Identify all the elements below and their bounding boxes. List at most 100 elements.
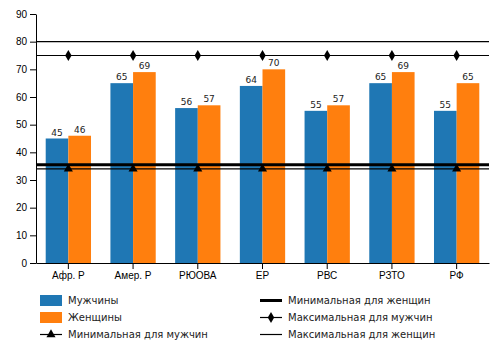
- y-tick-label: 20: [16, 202, 28, 213]
- bar: [175, 108, 198, 263]
- x-tick-mark: [391, 263, 392, 269]
- x-tick-label: РВС: [317, 270, 337, 281]
- x-tick-label: ЕР: [256, 270, 270, 281]
- chart: 0 10 20 30 40 50 60 70 80 90 Афр. Р Амер. Р РЮОВА ЕР Р…: [0, 0, 501, 350]
- data-label: 64: [245, 75, 257, 85]
- y-tick: 10: [16, 230, 36, 241]
- y-tick-mark: [30, 235, 36, 236]
- legend-swatch: [260, 299, 282, 302]
- y-tick-label: 90: [16, 9, 28, 20]
- x-tick-label: Амер. Р: [115, 270, 152, 281]
- legend-item: Минимальная для мужчин: [40, 329, 208, 340]
- x-tick-label: РФ: [450, 270, 465, 281]
- legend-marker: [268, 312, 274, 323]
- data-label: 69: [139, 61, 151, 71]
- data-labels: 45655664556555: [51, 72, 451, 137]
- legend-label: Максимальная для мужчин: [288, 312, 433, 323]
- reference-marker: [324, 50, 330, 61]
- y-tick-label: 40: [16, 147, 28, 158]
- reference-line-group: [36, 164, 489, 165]
- bar: [457, 83, 480, 263]
- bar: [110, 83, 133, 263]
- y-axis-line: [36, 15, 37, 264]
- y-tick-label: 30: [16, 175, 28, 186]
- legend-label: Максимальная для женщин: [288, 329, 435, 340]
- y-axis: 0 10 20 30 40 50 60 70 80 90: [16, 9, 37, 269]
- y-tick: 0: [21, 258, 36, 269]
- legend: Мужчины Женщины Минимальная для мужчин Мини…: [40, 295, 435, 340]
- y-tick: 80: [16, 36, 36, 47]
- data-label: 57: [333, 94, 344, 104]
- y-tick: 90: [16, 9, 36, 20]
- y-tick-label: 70: [16, 64, 28, 75]
- y-tick-mark: [30, 97, 36, 98]
- y-tick-mark: [30, 14, 36, 15]
- y-tick-label: 50: [16, 119, 28, 130]
- data-label: 56: [181, 97, 193, 107]
- x-tick-mark: [68, 263, 69, 269]
- data-label: 65: [116, 72, 127, 82]
- bar: [198, 105, 221, 263]
- reference-marker: [195, 50, 201, 61]
- bar: [392, 72, 415, 263]
- x-tick-label: Афр. Р: [52, 270, 85, 281]
- legend-swatch: [260, 334, 282, 335]
- reference-line: [36, 41, 489, 42]
- data-label: 45: [51, 128, 62, 138]
- bar: [369, 83, 392, 263]
- x-tick-label: РЮОВА: [179, 270, 217, 281]
- y-tick: 50: [16, 119, 36, 130]
- data-label: 55: [440, 100, 451, 110]
- y-tick-mark: [30, 208, 36, 209]
- x-tick-mark: [262, 263, 263, 269]
- reference-line: [36, 163, 489, 166]
- y-tick-mark: [30, 152, 36, 153]
- legend-label: Женщины: [68, 312, 122, 323]
- legend-item: Женщины: [40, 312, 122, 323]
- data-label: 57: [203, 94, 214, 104]
- y-tick-mark: [30, 42, 36, 43]
- y-tick-label: 60: [16, 92, 28, 103]
- legend-marker: [46, 329, 55, 337]
- x-tick: РЮОВА: [179, 263, 217, 281]
- y-tick-mark: [30, 180, 36, 181]
- legend-label: Мужчины: [68, 295, 118, 306]
- data-label: 55: [310, 100, 321, 110]
- x-tick: РВС: [317, 263, 337, 281]
- y-tick: 40: [16, 147, 36, 158]
- x-axis: Афр. Р Амер. Р РЮОВА ЕР РВС РЗТО РФ: [37, 263, 490, 281]
- data-label: 69: [398, 61, 410, 71]
- bar: [240, 86, 263, 263]
- x-tick-mark: [197, 263, 198, 269]
- reference-marker: [259, 50, 265, 61]
- reference-line-group: [36, 164, 489, 172]
- reference-marker: [453, 50, 459, 61]
- bar: [46, 139, 69, 264]
- y-tick: 60: [16, 92, 36, 103]
- x-tick-label: РЗТО: [379, 270, 405, 281]
- reference-marker: [130, 50, 136, 61]
- legend-item: Максимальная для женщин: [260, 329, 435, 340]
- y-tick-mark: [30, 263, 36, 264]
- legend-label: Минимальная для женщин: [288, 295, 431, 306]
- y-tick: 70: [16, 64, 36, 75]
- legend-item: Мужчины: [40, 295, 118, 306]
- bar: [434, 111, 457, 263]
- bar: [133, 72, 156, 263]
- x-tick: Афр. Р: [52, 263, 85, 281]
- reference-line-group: [36, 50, 489, 61]
- y-tick-mark: [30, 69, 36, 70]
- y-tick-label: 80: [16, 36, 28, 47]
- data-label: 65: [462, 72, 473, 82]
- reference-marker: [65, 50, 71, 61]
- plot: 0 10 20 30 40 50 60 70 80 90 Афр. Р Амер. Р РЮОВА ЕР Р…: [16, 9, 490, 281]
- x-tick: РЗТО: [379, 263, 405, 281]
- data-label: 46: [74, 125, 86, 135]
- x-tick: ЕР: [256, 263, 270, 281]
- x-tick-mark: [133, 263, 134, 269]
- y-tick-label: 10: [16, 230, 28, 241]
- x-tick-mark: [456, 263, 457, 269]
- y-tick: 20: [16, 202, 36, 213]
- legend-label: Минимальная для мужчин: [68, 329, 208, 340]
- marks: [36, 42, 489, 263]
